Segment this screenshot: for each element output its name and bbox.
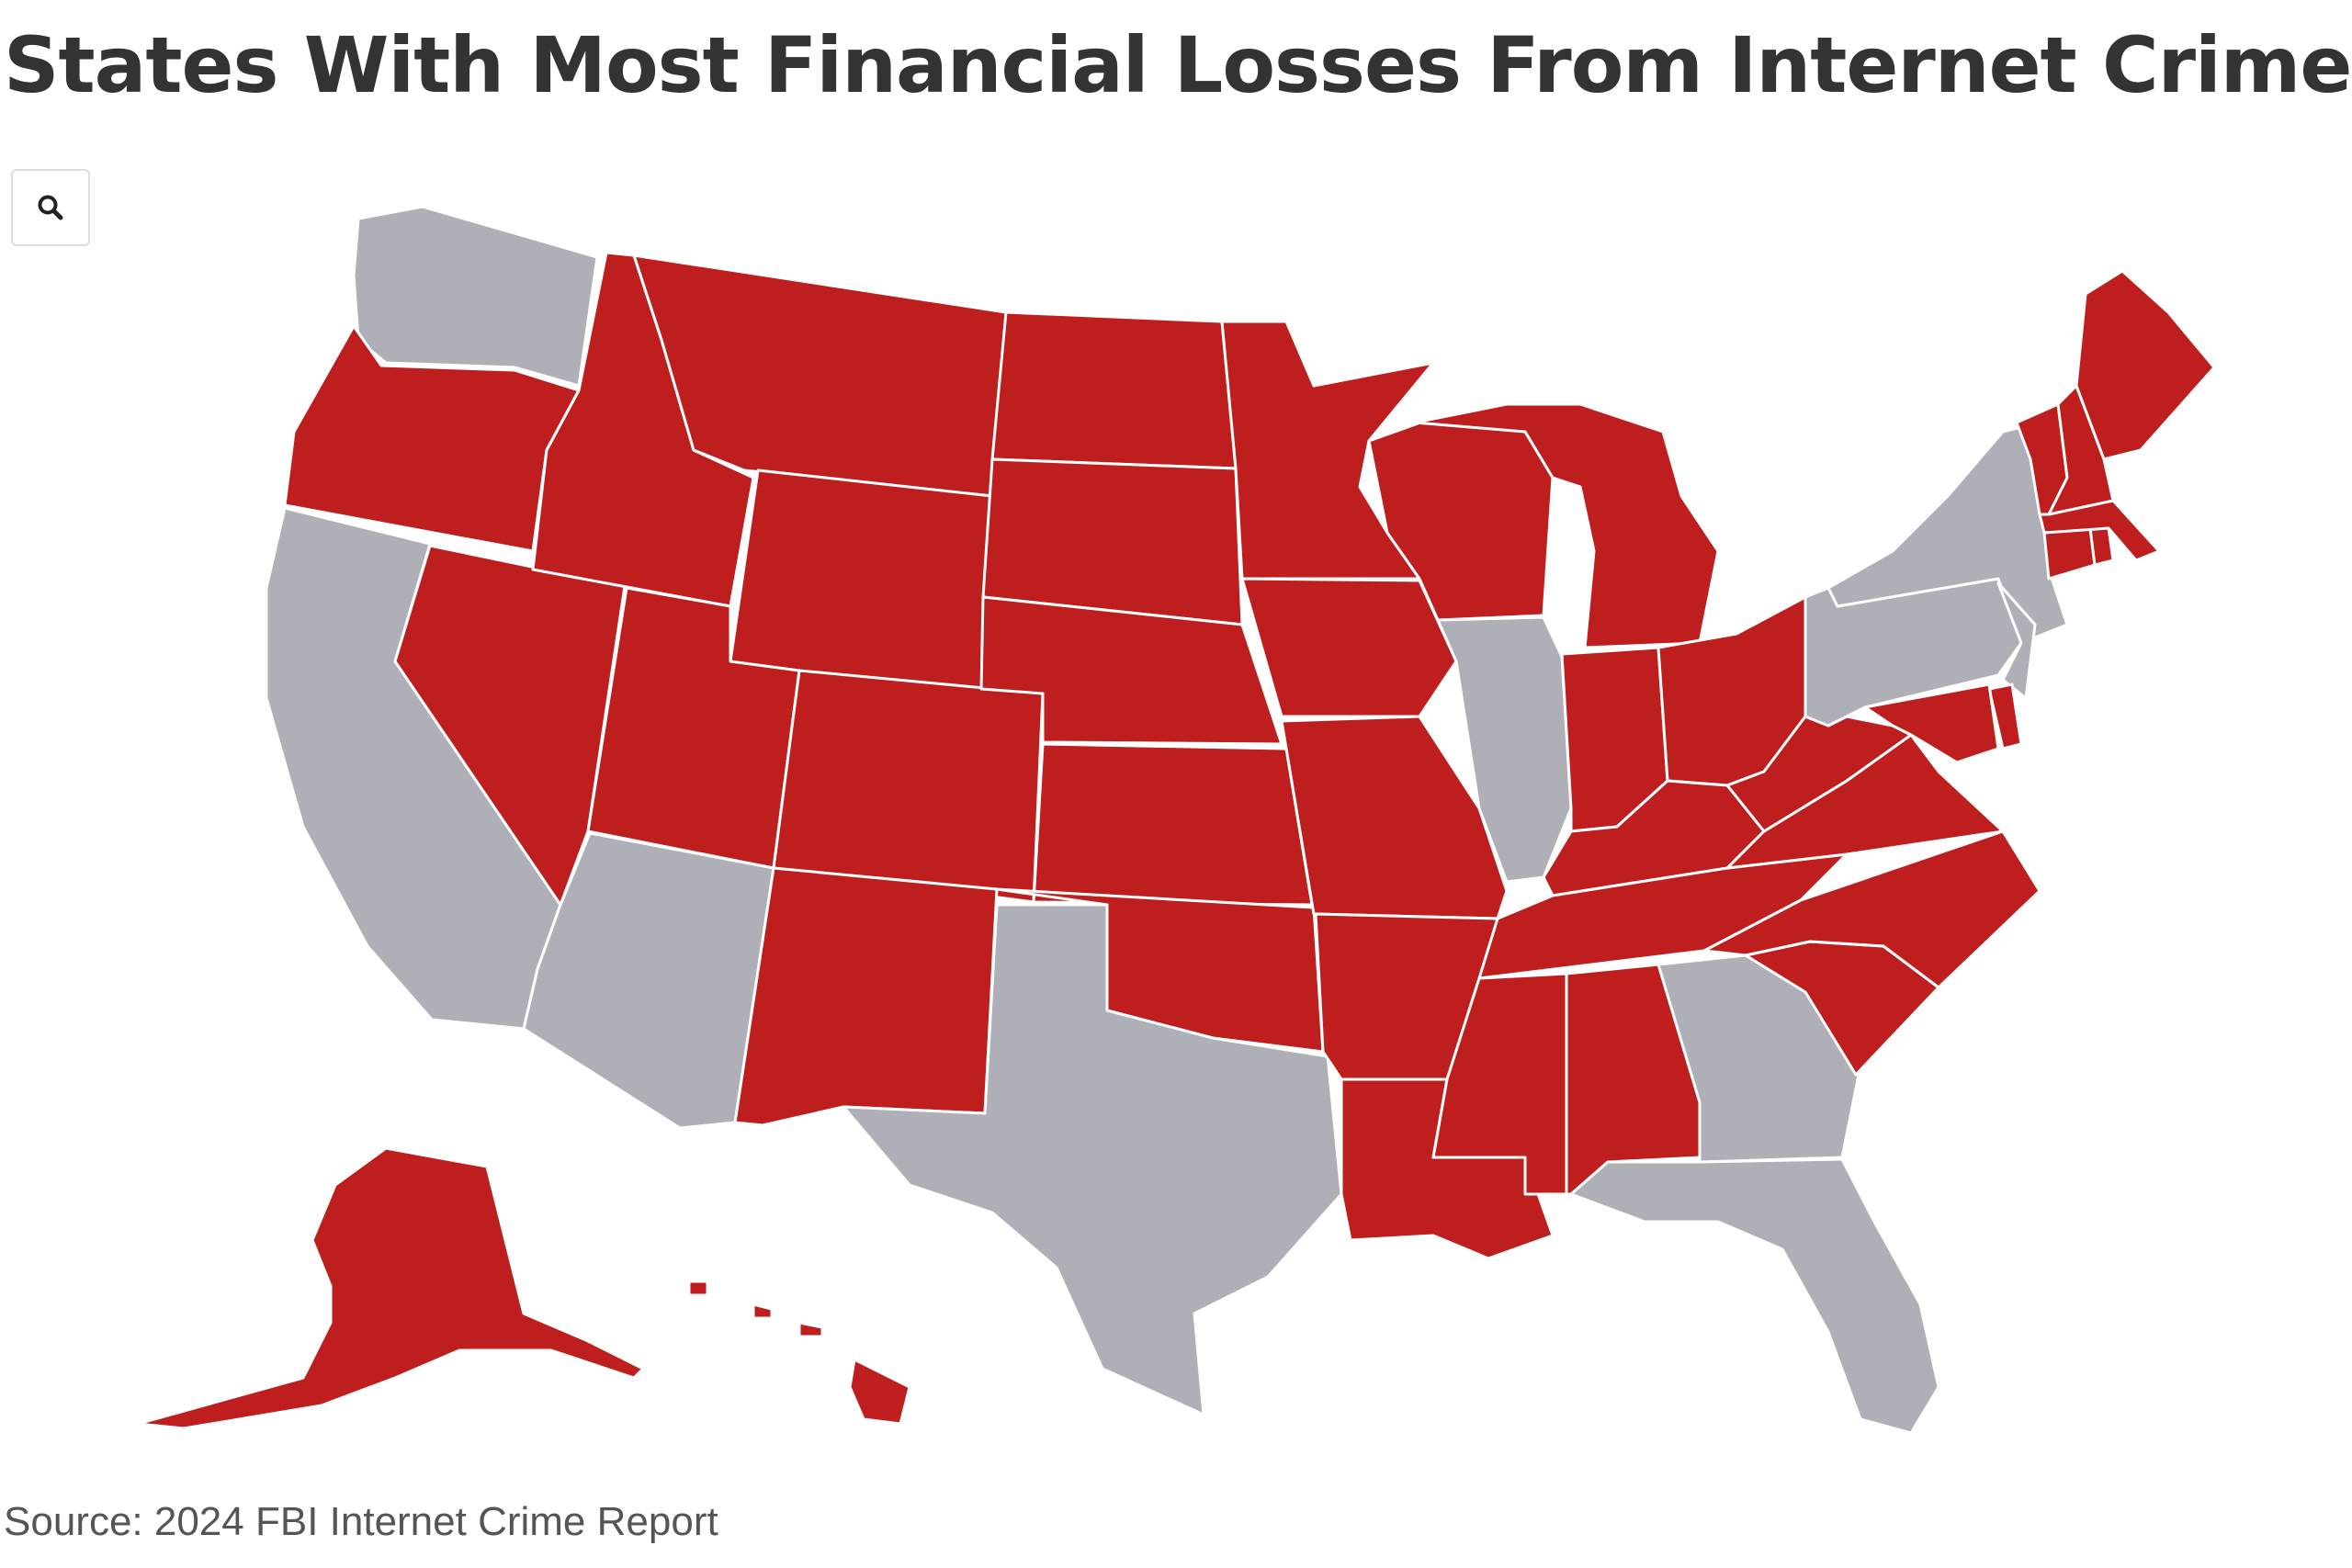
source-note: Source: 2024 FBI Internet Crime Report — [4, 1499, 718, 1544]
state-mo[interactable] — [1280, 715, 1509, 920]
state-md[interactable] — [1863, 682, 2000, 764]
us-states-map — [0, 184, 2352, 1470]
search-button[interactable] — [11, 169, 90, 246]
state-mn[interactable] — [1220, 320, 1435, 581]
map-title: States With Most Financial Losses From I… — [4, 20, 2352, 110]
state-ri[interactable] — [2088, 526, 2115, 567]
state-fl[interactable] — [1569, 1157, 1940, 1435]
state-nj[interactable] — [1996, 581, 2037, 700]
state-ne[interactable] — [979, 595, 1283, 746]
state-me[interactable] — [2075, 269, 2216, 461]
state-nc[interactable] — [1702, 829, 2041, 989]
state-tn[interactable] — [1477, 852, 1849, 980]
state-nm[interactable] — [733, 866, 999, 1127]
search-icon — [38, 195, 63, 220]
state-de[interactable] — [1987, 682, 2023, 750]
state-ks[interactable] — [1032, 742, 1314, 907]
state-wa[interactable] — [352, 205, 599, 388]
state-nd[interactable] — [990, 310, 1238, 470]
map-svg — [136, 205, 2216, 1435]
state-co[interactable] — [772, 669, 1045, 904]
state-tx[interactable] — [842, 903, 1343, 1416]
state-hi[interactable] — [687, 1280, 911, 1426]
state-ia[interactable] — [1240, 577, 1458, 718]
state-ct[interactable] — [2042, 526, 2097, 581]
state-ak[interactable] — [136, 1146, 645, 1430]
